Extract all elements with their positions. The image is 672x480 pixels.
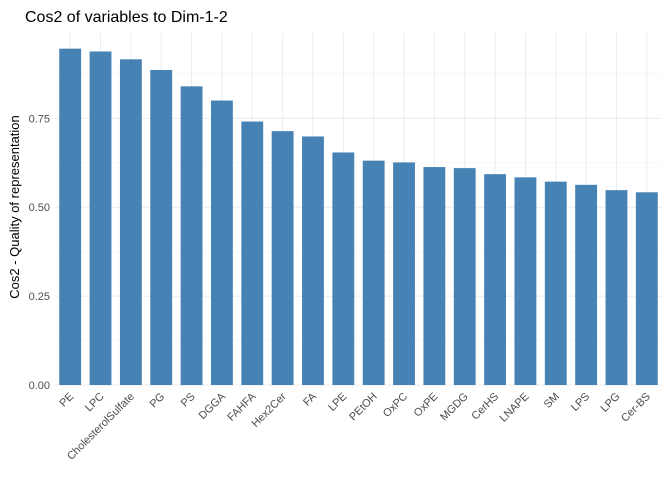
bar-oxpe [423, 167, 446, 385]
y-tick-label: 0.25 [29, 291, 50, 303]
x-tick-label: PS [179, 391, 198, 410]
x-tick-label: LPS [569, 391, 592, 414]
bar-fahfa [241, 121, 264, 386]
bar-cerhs [484, 174, 507, 385]
x-tick-label: LPC [83, 391, 107, 415]
bars [59, 48, 658, 386]
x-tick-label: DGGA [197, 390, 229, 422]
bar-mgdg [453, 168, 476, 385]
x-tick-label: LPE [326, 391, 349, 414]
bar-petoh [362, 160, 385, 385]
y-axis-ticks: 0.00 0.25 0.50 0.75 [29, 113, 50, 392]
chart-title: Cos2 of variables to Dim-1-2 [25, 9, 228, 26]
y-tick-label: 0.50 [29, 202, 50, 214]
bar-lpc [89, 51, 112, 385]
x-tick-label: FA [301, 390, 319, 408]
bar-sm [544, 181, 567, 385]
bar-lnape [514, 177, 537, 385]
x-tick-label: CerHS [469, 391, 501, 423]
x-tick-label: OxPC [381, 391, 410, 420]
bar-fa [302, 136, 324, 385]
y-tick-label: 0.00 [29, 380, 50, 392]
x-tick-label: PG [148, 391, 168, 411]
x-tick-label: LPG [599, 391, 623, 415]
x-tick-label: MGDG [438, 391, 471, 424]
bar-lpe [332, 152, 355, 385]
bar-pe [59, 48, 82, 386]
x-tick-label: PE [57, 391, 76, 410]
y-axis-label: Cos2 - Quality of representation [7, 115, 22, 299]
bar-cer-bs [635, 192, 658, 385]
bar-pg [150, 69, 173, 385]
x-tick-label: LNAPE [498, 391, 532, 425]
bar-cholesterolsulfate [119, 59, 142, 386]
x-tick-label: OxPE [412, 391, 441, 420]
bar-lps [575, 184, 598, 385]
x-tick-label: PEtOH [347, 391, 380, 424]
x-tick-label: Cer-BS [619, 391, 653, 425]
bar-lpg [605, 190, 628, 385]
bar-ps [180, 86, 203, 385]
y-tick-label: 0.75 [29, 113, 50, 125]
bar-hex2cer [271, 131, 294, 385]
bar-oxpc [393, 162, 415, 385]
bar-dgga [210, 100, 233, 386]
grid-lines [55, 33, 662, 386]
x-tick-label: SM [542, 391, 562, 411]
